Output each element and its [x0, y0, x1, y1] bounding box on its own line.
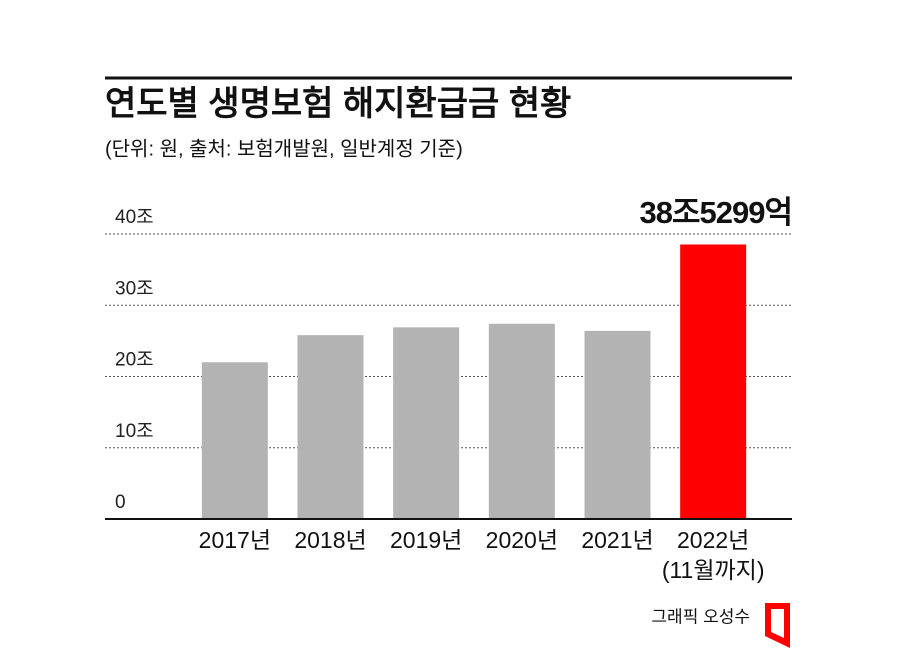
x-tick-label: 2020년: [486, 527, 558, 553]
chart-title: 연도별 생명보험 해지환급금 현황: [105, 85, 571, 123]
bar: [297, 335, 364, 519]
x-tick-label: 2021년: [581, 527, 653, 553]
y-tick-label: 10조: [115, 421, 154, 442]
x-tick-label: 2018년: [294, 527, 366, 553]
value-label: 38조5299억: [640, 195, 792, 230]
y-tick-label: 40조: [115, 207, 154, 228]
x-tick-label: 2017년: [199, 527, 271, 553]
bar: [584, 330, 651, 519]
credit: 그래픽 오성수: [651, 607, 750, 626]
x-tick-label: 2022년: [677, 527, 749, 553]
bar: [201, 362, 268, 519]
x-tick-label: 2019년: [390, 527, 462, 553]
logo: [765, 603, 790, 648]
y-tick-label: 30조: [115, 278, 154, 299]
bar: [393, 327, 460, 519]
bar: [488, 323, 555, 519]
chart-subtitle: (단위: 원, 출처: 보험개발원, 일반계정 기준): [105, 137, 463, 160]
y-tick-label: 0: [115, 492, 126, 513]
bar: [680, 244, 747, 519]
category-note: (11월까지): [662, 557, 765, 583]
y-tick-label: 20조: [115, 350, 154, 371]
